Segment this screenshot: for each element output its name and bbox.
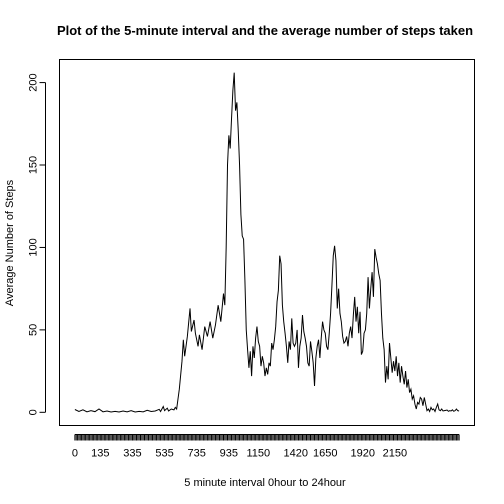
x-tick-label: 0 bbox=[72, 448, 78, 460]
plot-frame bbox=[59, 59, 475, 426]
y-axis: 0 50 100 150 200 bbox=[28, 73, 46, 415]
x-tick-label: 1650 bbox=[313, 448, 337, 460]
y-tick-label: 100 bbox=[28, 238, 40, 256]
y-tick-label: 150 bbox=[28, 156, 40, 174]
x-tick-label: 1920 bbox=[350, 448, 374, 460]
chart-title: Plot of the 5-minute interval and the av… bbox=[57, 23, 473, 38]
x-tick-label: 935 bbox=[220, 448, 238, 460]
x-tick-label: 535 bbox=[155, 448, 173, 460]
series-layer bbox=[74, 72, 460, 413]
x-axis: 0 135 335 535 735 935 1150 1420 1650 1920 2150 bbox=[72, 434, 460, 460]
y-tick-label: 0 bbox=[28, 409, 40, 415]
y-tick-label: 200 bbox=[28, 73, 40, 91]
x-tick-label: 2150 bbox=[383, 448, 407, 460]
x-tick-label: 735 bbox=[188, 448, 206, 460]
x-tick-label: 1150 bbox=[246, 448, 270, 460]
y-tick-label: 50 bbox=[28, 324, 40, 336]
x-axis-label: 5 minute interval 0hour to 24hour bbox=[184, 477, 346, 489]
y-axis-label: Average Number of Steps bbox=[4, 179, 16, 306]
x-tick-label: 1420 bbox=[284, 448, 308, 460]
x-tick-label: 135 bbox=[91, 448, 109, 460]
x-tick-label: 335 bbox=[123, 448, 141, 460]
series-line bbox=[74, 72, 460, 413]
